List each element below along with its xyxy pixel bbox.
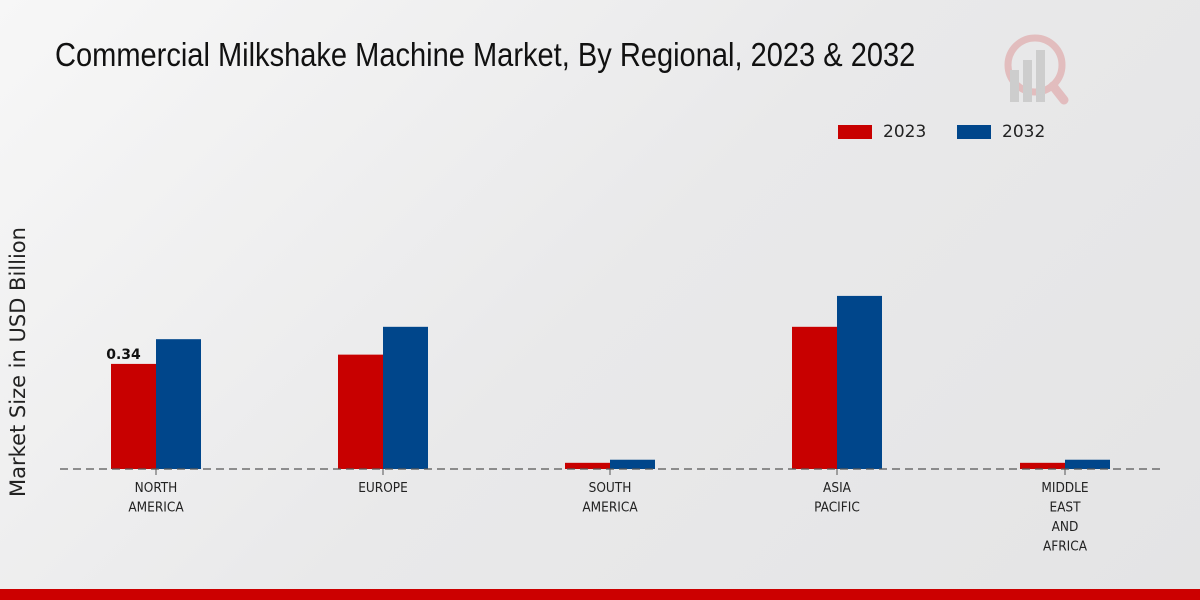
legend-label-2023: 2023 bbox=[883, 122, 927, 142]
x-tick-label: EAST bbox=[1049, 500, 1081, 516]
footer-bar bbox=[0, 589, 1200, 600]
bar-2032-south-america bbox=[610, 459, 655, 469]
legend-label-2032: 2032 bbox=[1002, 122, 1046, 142]
x-tick-label: AND bbox=[1052, 519, 1079, 535]
x-tick-label: AMERICA bbox=[582, 500, 638, 516]
bar-2023-asia-pacific bbox=[792, 326, 837, 469]
bar-2032-europe bbox=[383, 326, 428, 469]
x-tick-label: NORTH bbox=[135, 480, 178, 496]
x-tick-label: SOUTH bbox=[589, 480, 632, 496]
x-tick-label: AMERICA bbox=[128, 500, 184, 516]
bar-2023-north-america bbox=[111, 363, 156, 469]
bar-2032-asia-pacific bbox=[837, 295, 882, 469]
legend-swatch-2023 bbox=[838, 125, 872, 139]
x-tick-label: EUROPE bbox=[358, 480, 408, 496]
legend-swatch-2032 bbox=[957, 125, 991, 139]
watermark-logo-icon bbox=[1004, 34, 1069, 105]
bar-2023-europe bbox=[338, 354, 383, 469]
x-tick-label: ASIA bbox=[823, 480, 852, 496]
x-tick-label: PACIFIC bbox=[814, 500, 860, 516]
legend-item-2023: 2023 bbox=[838, 122, 926, 142]
x-tick-label: MIDDLE bbox=[1041, 480, 1088, 496]
legend-item-2032: 2032 bbox=[957, 122, 1045, 142]
data-label: 0.34 bbox=[106, 347, 141, 363]
chart-title: Commercial Milkshake Machine Market, By … bbox=[55, 36, 916, 73]
x-tick-label: AFRICA bbox=[1043, 539, 1088, 555]
bar-2032-north-america bbox=[156, 339, 201, 469]
bar-2023-middle-east-and-africa bbox=[1020, 462, 1065, 469]
bar-2023-south-america bbox=[565, 462, 610, 469]
bar-2032-middle-east-and-africa bbox=[1065, 459, 1110, 469]
